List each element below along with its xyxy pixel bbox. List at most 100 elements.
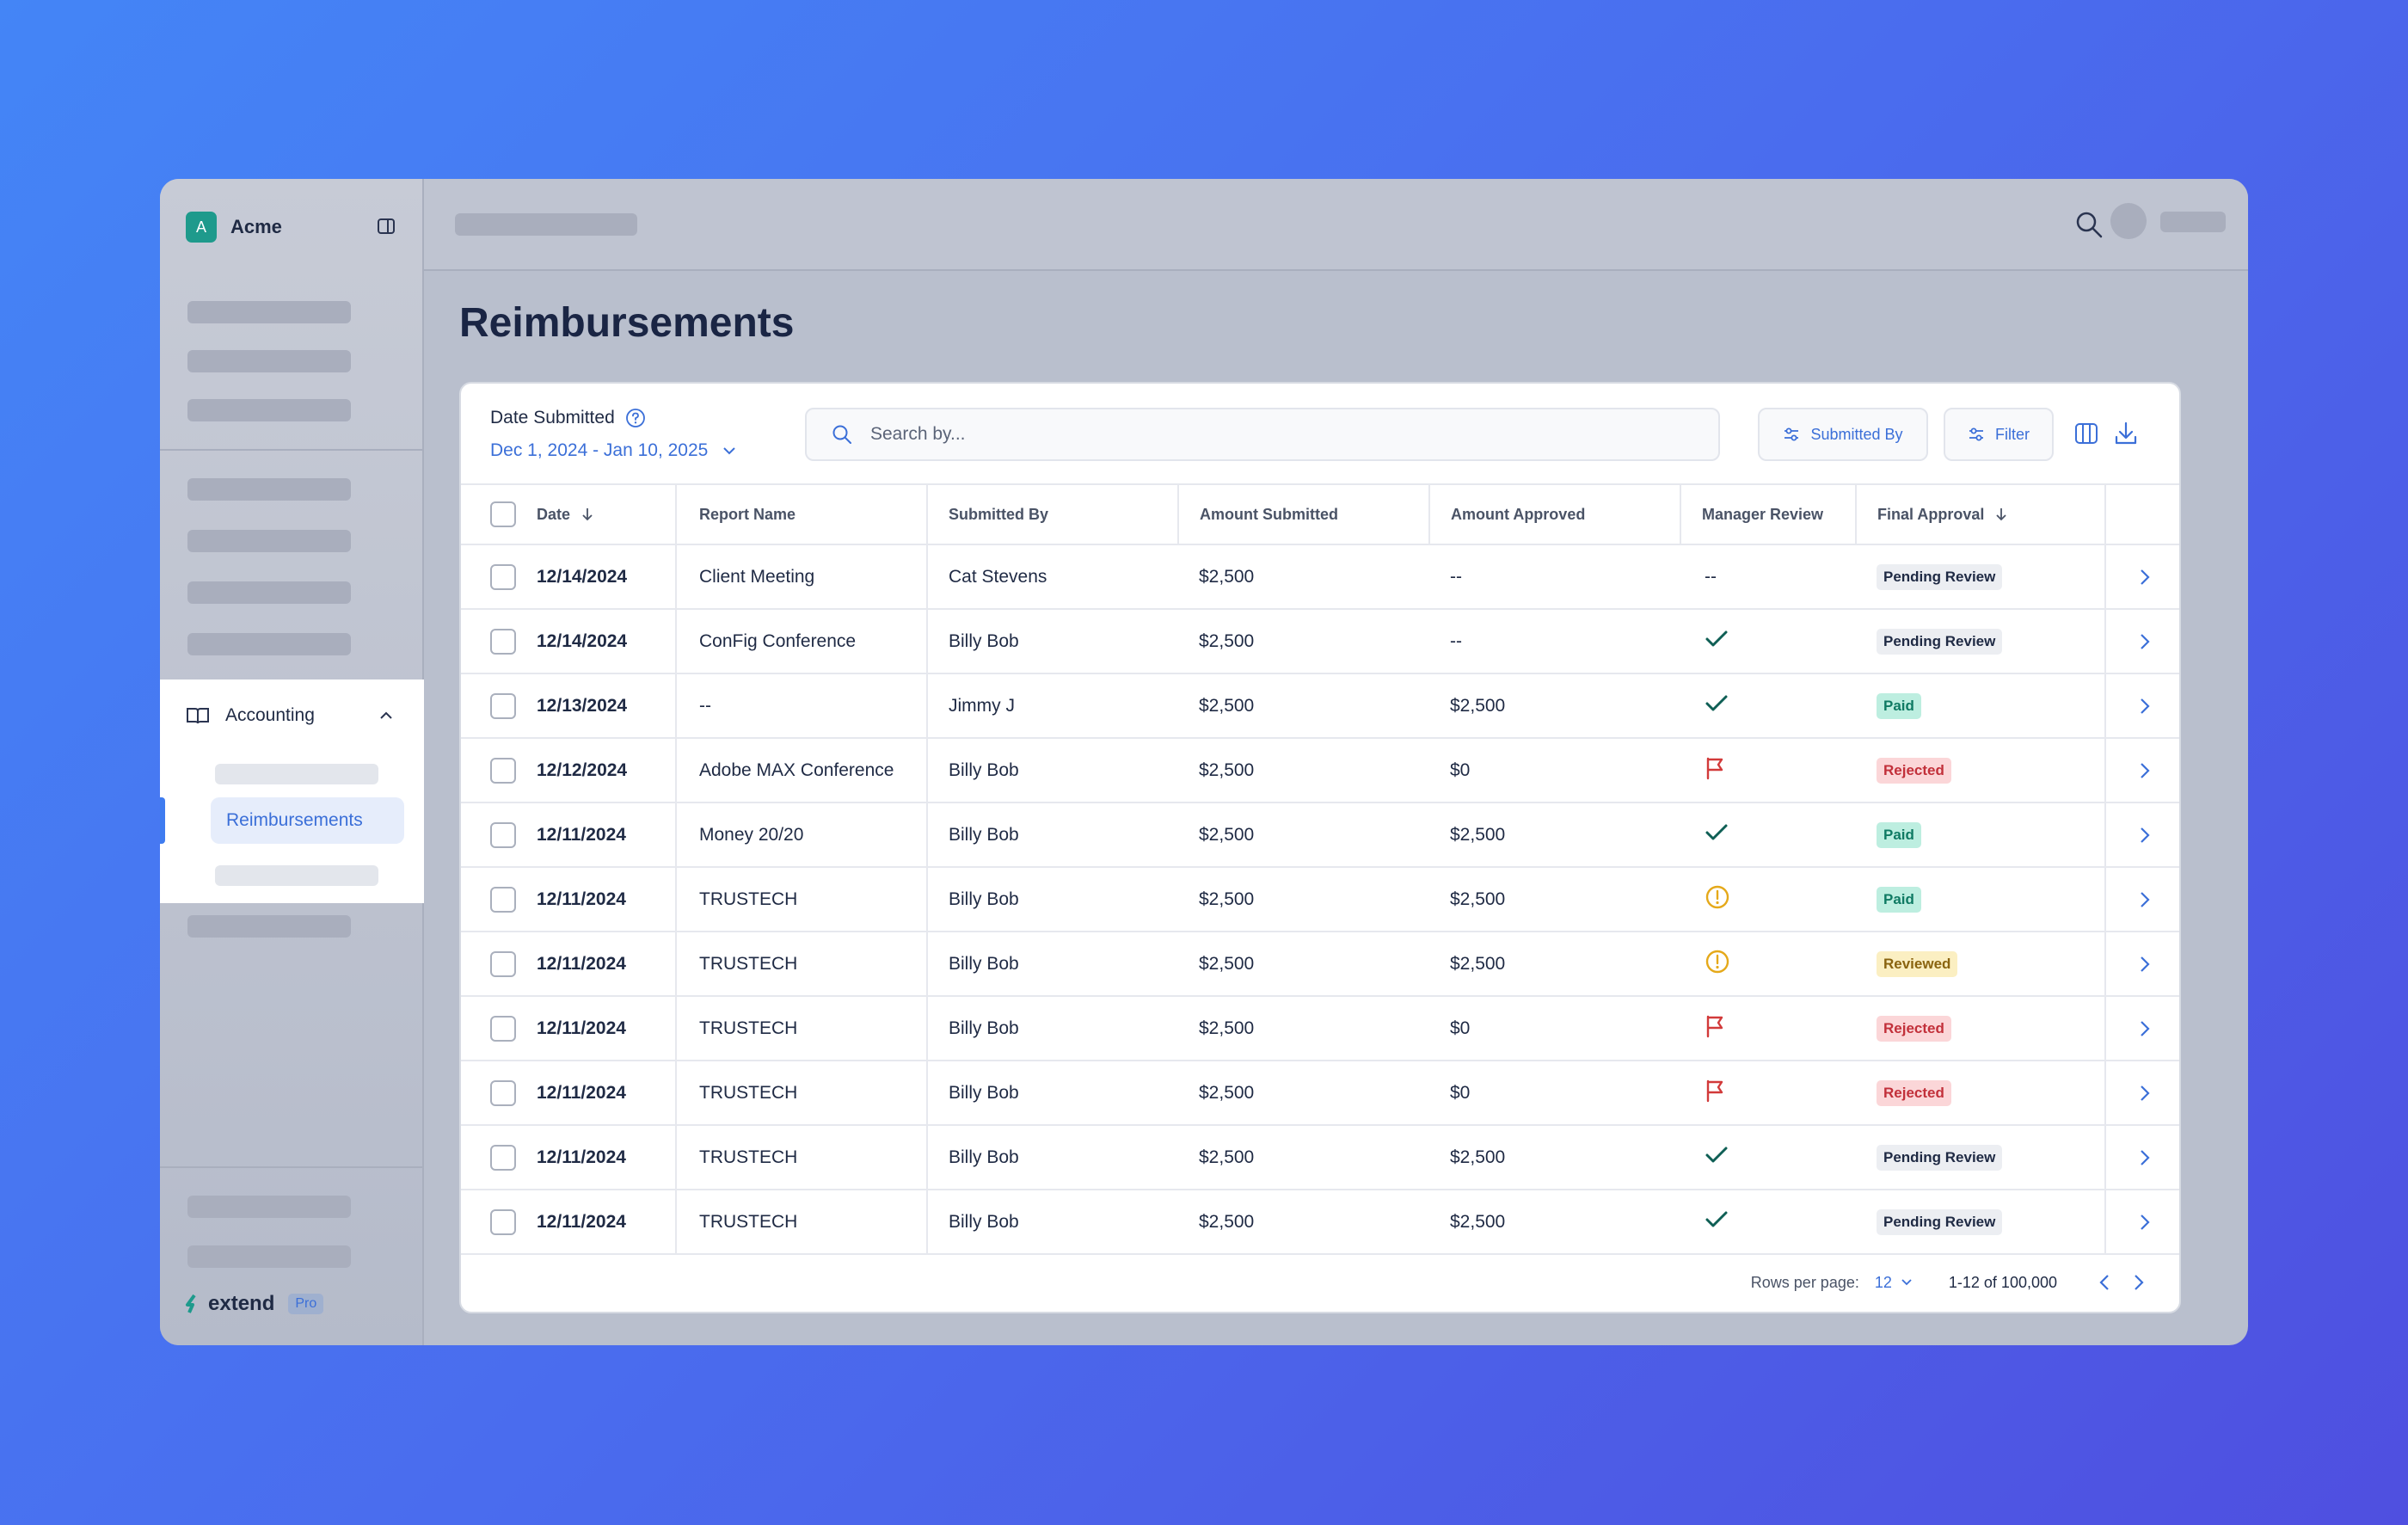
date-filter-label: Date Submitted bbox=[490, 408, 615, 427]
table-row[interactable]: 12/11/2024 TRUSTECH Billy Bob $2,500 $2,… bbox=[461, 1125, 2179, 1190]
chevron-right-icon[interactable] bbox=[2136, 889, 2153, 910]
row-report-name: ConFig Conference bbox=[699, 630, 857, 651]
download-icon[interactable] bbox=[2112, 420, 2140, 447]
row-checkbox[interactable] bbox=[490, 1144, 516, 1171]
sidebar-divider bbox=[160, 449, 424, 451]
search-input[interactable] bbox=[870, 424, 1644, 445]
alert-circle-icon bbox=[1705, 885, 1729, 908]
row-checkbox[interactable] bbox=[490, 950, 516, 977]
nav-placeholder bbox=[187, 530, 351, 552]
table-row[interactable]: 12/11/2024 TRUSTECH Billy Bob $2,500 $0 … bbox=[461, 996, 2179, 1061]
column-header-amount-submitted[interactable]: Amount Submitted bbox=[1200, 505, 1338, 523]
column-header-report-name[interactable]: Report Name bbox=[699, 505, 796, 523]
row-amount-submitted: $2,500 bbox=[1199, 1082, 1255, 1103]
row-date: 12/14/2024 bbox=[537, 566, 628, 587]
chevron-right-icon[interactable] bbox=[2136, 631, 2153, 652]
search-icon[interactable] bbox=[2074, 210, 2104, 239]
chevron-right-icon[interactable] bbox=[2136, 696, 2153, 716]
row-submitted-by: Billy Bob bbox=[949, 824, 1019, 845]
row-date: 12/11/2024 bbox=[537, 1147, 626, 1167]
sidebar-item-reimbursements[interactable]: Reimbursements bbox=[211, 797, 404, 844]
sort-down-icon[interactable] bbox=[1994, 507, 2008, 522]
submitted-by-filter-button[interactable]: Submitted By bbox=[1758, 408, 1928, 461]
row-report-name: TRUSTECH bbox=[699, 1147, 798, 1167]
chevron-right-icon[interactable] bbox=[2136, 954, 2153, 975]
row-submitted-by: Billy Bob bbox=[949, 1018, 1019, 1038]
row-checkbox[interactable] bbox=[490, 886, 516, 913]
chevron-right-icon[interactable] bbox=[2136, 1083, 2153, 1104]
date-range-value: Dec 1, 2024 - Jan 10, 2025 bbox=[490, 440, 709, 460]
nav-placeholder bbox=[187, 581, 351, 604]
filter-button[interactable]: Filter bbox=[1944, 408, 2054, 461]
row-amount-submitted: $2,500 bbox=[1199, 695, 1255, 716]
table-row[interactable]: 12/12/2024 Adobe MAX Conference Billy Bo… bbox=[461, 738, 2179, 802]
table-row[interactable]: 12/11/2024 TRUSTECH Billy Bob $2,500 $2,… bbox=[461, 932, 2179, 996]
row-date: 12/14/2024 bbox=[537, 630, 628, 651]
row-amount-submitted: $2,500 bbox=[1199, 1147, 1255, 1167]
chevron-down-icon bbox=[1901, 1279, 1912, 1286]
column-header-final-approval[interactable]: Final Approval bbox=[1877, 505, 1985, 523]
row-report-name: -- bbox=[699, 695, 711, 716]
workspace-switcher[interactable]: A Acme bbox=[186, 212, 282, 243]
chevron-left-icon[interactable] bbox=[2095, 1272, 2114, 1293]
column-header-manager-review[interactable]: Manager Review bbox=[1702, 505, 1824, 523]
row-checkbox[interactable] bbox=[490, 757, 516, 784]
check-icon bbox=[1705, 1147, 1728, 1162]
nav-placeholder bbox=[187, 399, 351, 421]
status-badge: Paid bbox=[1877, 692, 1921, 719]
select-all-checkbox[interactable] bbox=[490, 501, 516, 527]
plan-badge: Pro bbox=[288, 1294, 324, 1314]
row-checkbox[interactable] bbox=[490, 563, 516, 590]
sort-down-icon[interactable] bbox=[580, 507, 594, 522]
date-filter[interactable]: Date Submitted Dec 1, 2024 - Jan 10, 202… bbox=[490, 408, 737, 461]
table-row[interactable]: 12/11/2024 TRUSTECH Billy Bob $2,500 $2,… bbox=[461, 1190, 2179, 1254]
row-report-name: TRUSTECH bbox=[699, 1018, 798, 1038]
chevron-right-icon[interactable] bbox=[2136, 1212, 2153, 1233]
chevron-right-icon[interactable] bbox=[2136, 1147, 2153, 1168]
status-badge: Pending Review bbox=[1877, 1144, 2003, 1171]
row-checkbox[interactable] bbox=[490, 692, 516, 719]
row-checkbox[interactable] bbox=[490, 628, 516, 655]
column-header-amount-approved[interactable]: Amount Approved bbox=[1451, 505, 1586, 523]
row-amount-approved: $2,500 bbox=[1450, 695, 1506, 716]
status-badge: Rejected bbox=[1877, 757, 1951, 784]
search-field[interactable] bbox=[805, 408, 1720, 461]
row-checkbox[interactable] bbox=[490, 1208, 516, 1235]
row-amount-submitted: $2,500 bbox=[1199, 1211, 1255, 1232]
row-report-name: TRUSTECH bbox=[699, 1082, 798, 1103]
row-submitted-by: Jimmy J bbox=[949, 695, 1015, 716]
status-badge: Reviewed bbox=[1877, 950, 1958, 977]
workspace-name: Acme bbox=[230, 216, 282, 237]
page-title: Reimbursements bbox=[459, 300, 795, 346]
search-icon bbox=[832, 425, 851, 444]
table-row[interactable]: 12/13/2024 -- Jimmy J $2,500 $2,500 Paid bbox=[461, 673, 2179, 738]
page-range: 1-12 of 100,000 bbox=[1948, 1273, 2057, 1291]
accounting-toggle[interactable]: Accounting bbox=[186, 705, 315, 726]
chevron-right-icon[interactable] bbox=[2129, 1272, 2148, 1293]
table-row[interactable]: 12/14/2024 ConFig Conference Billy Bob $… bbox=[461, 609, 2179, 673]
rows-per-page-label: Rows per page: bbox=[1750, 1273, 1859, 1291]
sidebar-collapse-icon[interactable] bbox=[377, 217, 396, 236]
row-checkbox[interactable] bbox=[490, 1015, 516, 1042]
chevron-right-icon[interactable] bbox=[2136, 567, 2153, 587]
row-checkbox[interactable] bbox=[490, 1079, 516, 1106]
rows-per-page-select[interactable]: 12 bbox=[1875, 1274, 1913, 1292]
table-row[interactable]: 12/11/2024 TRUSTECH Billy Bob $2,500 $2,… bbox=[461, 867, 2179, 932]
avatar[interactable] bbox=[2110, 203, 2147, 239]
chevron-right-icon[interactable] bbox=[2136, 760, 2153, 781]
chevron-down-icon bbox=[723, 447, 736, 455]
row-amount-approved: $2,500 bbox=[1450, 889, 1506, 909]
row-checkbox[interactable] bbox=[490, 821, 516, 848]
chevron-up-icon[interactable] bbox=[378, 710, 394, 721]
column-header-date[interactable]: Date bbox=[537, 505, 571, 523]
chevron-right-icon[interactable] bbox=[2136, 1018, 2153, 1039]
table-row[interactable]: 12/11/2024 TRUSTECH Billy Bob $2,500 $0 … bbox=[461, 1061, 2179, 1125]
row-amount-submitted: $2,500 bbox=[1199, 1018, 1255, 1038]
column-header-submitted-by[interactable]: Submitted By bbox=[949, 505, 1049, 523]
table-row[interactable]: 12/11/2024 Money 20/20 Billy Bob $2,500 … bbox=[461, 802, 2179, 867]
table-row[interactable]: 12/14/2024 Client Meeting Cat Stevens $2… bbox=[461, 544, 2179, 609]
help-icon[interactable] bbox=[625, 408, 646, 428]
columns-icon[interactable] bbox=[2073, 420, 2100, 447]
chevron-right-icon[interactable] bbox=[2136, 825, 2153, 846]
row-amount-submitted: $2,500 bbox=[1199, 630, 1255, 651]
